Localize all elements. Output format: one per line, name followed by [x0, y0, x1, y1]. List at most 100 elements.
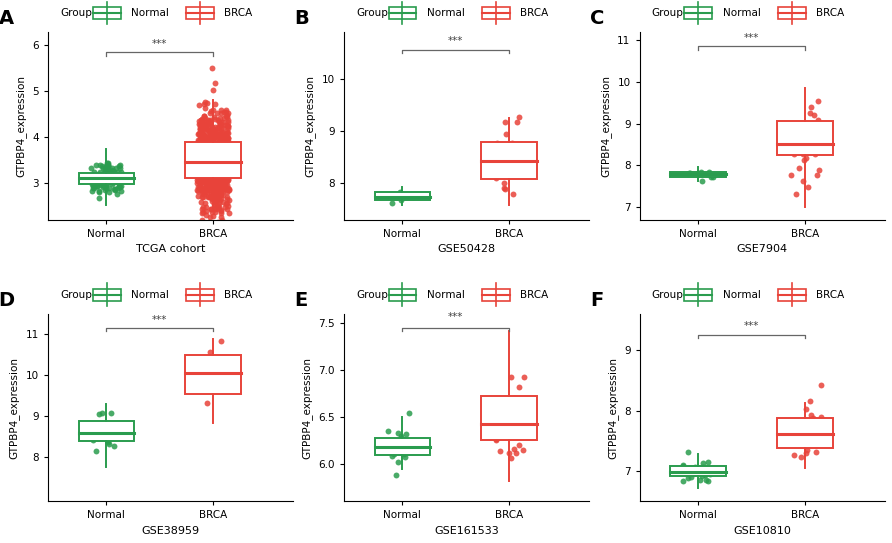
Point [695, 176, 709, 185]
Text: C: C [591, 9, 605, 28]
Point [206, 143, 220, 152]
Point [390, 442, 404, 451]
Point [202, 175, 217, 184]
Point [192, 137, 206, 146]
Point [219, 127, 234, 136]
Point [194, 118, 208, 127]
Point [206, 156, 220, 165]
Point [193, 147, 207, 156]
Point [516, 157, 531, 166]
Point [199, 124, 213, 132]
Point [209, 183, 223, 192]
Point [211, 185, 226, 193]
Point [85, 175, 99, 184]
Point [209, 156, 223, 165]
Point [199, 202, 213, 211]
Point [92, 409, 106, 418]
Point [208, 131, 222, 140]
Point [811, 430, 825, 438]
Point [211, 218, 225, 226]
Point [215, 129, 229, 137]
Point [190, 144, 204, 153]
Point [206, 144, 220, 153]
Point [214, 163, 228, 172]
Point [213, 129, 227, 138]
Point [209, 146, 223, 155]
Point [690, 468, 704, 476]
Point [221, 184, 235, 192]
Point [799, 405, 814, 413]
Point [698, 470, 713, 479]
Point [212, 167, 227, 176]
Point [193, 180, 207, 189]
Point [209, 166, 223, 174]
X-axis label: GSE7904: GSE7904 [737, 244, 788, 254]
Point [208, 182, 222, 191]
Point [199, 165, 213, 174]
Point [208, 173, 222, 181]
Point [222, 148, 236, 156]
Point [198, 156, 212, 165]
Point [219, 157, 233, 166]
Point [212, 139, 227, 148]
Point [200, 151, 214, 160]
Point [204, 142, 219, 150]
Point [207, 166, 221, 174]
Point [191, 174, 205, 182]
Point [221, 155, 235, 164]
Point [214, 142, 228, 150]
Point [219, 165, 234, 174]
Point [199, 173, 213, 181]
Point [206, 175, 220, 184]
Point [688, 462, 702, 471]
Point [490, 138, 504, 147]
Point [212, 167, 227, 176]
Point [214, 206, 228, 215]
Point [219, 151, 233, 160]
Point [194, 167, 208, 176]
Point [219, 171, 233, 179]
Point [205, 185, 219, 193]
Point [220, 137, 235, 146]
Point [217, 165, 231, 174]
Point [381, 427, 395, 435]
Point [196, 143, 211, 152]
Point [200, 98, 214, 107]
Point [201, 179, 215, 188]
Point [209, 156, 223, 165]
Point [220, 192, 235, 201]
Point [199, 159, 213, 167]
Point [195, 129, 210, 137]
Point [700, 476, 714, 485]
Point [210, 151, 224, 160]
Point [199, 167, 213, 175]
Point [199, 180, 213, 188]
Point [676, 461, 690, 470]
Point [214, 172, 228, 181]
Point [208, 99, 222, 108]
Point [106, 172, 120, 181]
Point [191, 176, 205, 185]
Point [207, 188, 221, 197]
Point [213, 169, 227, 178]
Point [702, 168, 716, 176]
Point [98, 185, 112, 194]
Point [95, 163, 110, 172]
Point [197, 137, 211, 146]
Point [219, 164, 234, 173]
Point [90, 176, 104, 185]
Point [211, 138, 226, 147]
Point [191, 140, 205, 149]
Point [107, 441, 121, 450]
Point [199, 169, 213, 178]
Point [201, 149, 215, 158]
Point [211, 161, 226, 169]
Point [209, 141, 223, 149]
Point [219, 136, 233, 145]
Point [512, 113, 526, 122]
Point [90, 181, 104, 190]
Point [798, 154, 813, 162]
Point [104, 178, 119, 186]
Point [197, 159, 211, 167]
Point [214, 209, 228, 217]
